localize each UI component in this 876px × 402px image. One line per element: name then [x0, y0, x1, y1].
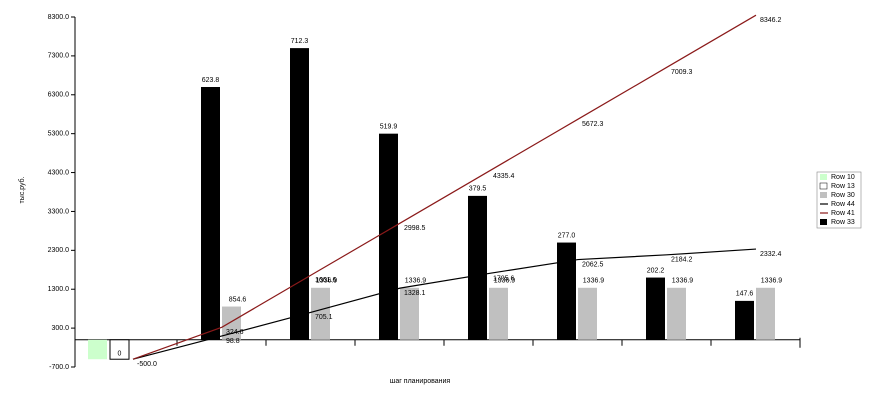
data-label: 2062.5 [582, 261, 604, 268]
data-label: 202.2 [647, 267, 665, 274]
bar [201, 87, 220, 340]
bar [311, 287, 330, 340]
data-label: 7009.3 [671, 69, 693, 76]
y-tick-label: 4300.0 [48, 169, 70, 176]
data-label: 2998.5 [404, 225, 426, 232]
y-tick-label: 2300.0 [48, 247, 70, 254]
data-label: 1336.9 [494, 278, 516, 285]
legend-swatch [820, 219, 827, 225]
data-label: -500.0 [137, 361, 157, 368]
data-label: 1336.9 [672, 278, 694, 285]
data-label: 1661.6 [315, 277, 337, 284]
bar [578, 287, 597, 340]
legend-label: Row 33 [831, 219, 855, 226]
data-label: 5672.3 [582, 121, 604, 128]
bar [109, 339, 130, 360]
data-label: 1705.6 [493, 275, 515, 282]
y-axis-label: тыс.руб. [18, 176, 26, 203]
data-label: 98.8 [226, 338, 240, 345]
bar [646, 277, 665, 340]
legend-box [816, 171, 862, 229]
x-axis-label: шаг планирования [390, 378, 451, 385]
legend-label: Row 13 [831, 183, 855, 190]
data-label: 0 [118, 351, 122, 358]
data-label: 2184.2 [671, 257, 693, 264]
legend-label: Row 44 [831, 201, 855, 208]
legend-swatch [820, 174, 827, 180]
y-tick-label: 5300.0 [48, 131, 70, 138]
bar [468, 195, 487, 340]
y-tick-label: 8300.0 [48, 14, 70, 21]
legend-swatch [820, 192, 827, 198]
legend-label: Row 10 [831, 174, 855, 181]
y-tick-label: 1300.0 [48, 286, 70, 293]
legend-label: Row 30 [831, 192, 855, 199]
data-label: 2332.4 [760, 251, 782, 258]
data-label: 1336.9 [583, 278, 605, 285]
bar [88, 339, 107, 360]
bar [489, 287, 508, 340]
bar [379, 133, 398, 340]
bar [735, 300, 754, 340]
y-tick-label: 7300.0 [48, 53, 70, 60]
data-label: 4335.4 [493, 173, 515, 180]
legend-swatch [819, 182, 828, 190]
bar [557, 242, 576, 340]
bar [667, 287, 686, 340]
data-label: 705.1 [315, 314, 333, 321]
bar [222, 306, 241, 340]
data-label: 623.8 [202, 77, 220, 84]
data-label: 1336.9 [405, 278, 427, 285]
legend-label: Row 41 [831, 210, 855, 217]
data-label: 324.6 [226, 329, 244, 336]
data-label: 1336.9 [316, 278, 338, 285]
data-label: 1336.9 [761, 278, 783, 285]
data-label: 1328.1 [404, 290, 426, 297]
y-tick-label: 3300.0 [48, 208, 70, 215]
data-label: 147.6 [736, 291, 754, 298]
data-label: 277.0 [558, 232, 576, 239]
data-label: 379.5 [469, 186, 487, 193]
data-label: 8346.2 [760, 17, 782, 24]
line [132, 248, 757, 360]
y-tick-label: 6300.0 [48, 92, 70, 99]
bar [400, 287, 419, 340]
data-label: 712.3 [291, 38, 309, 45]
data-label: 854.6 [229, 296, 247, 303]
data-label: 519.9 [380, 124, 398, 131]
y-tick-label: -700.0 [49, 364, 69, 371]
bar [756, 287, 775, 340]
bar [290, 48, 309, 340]
y-tick-label: 300.0 [51, 325, 69, 332]
line [132, 14, 757, 360]
